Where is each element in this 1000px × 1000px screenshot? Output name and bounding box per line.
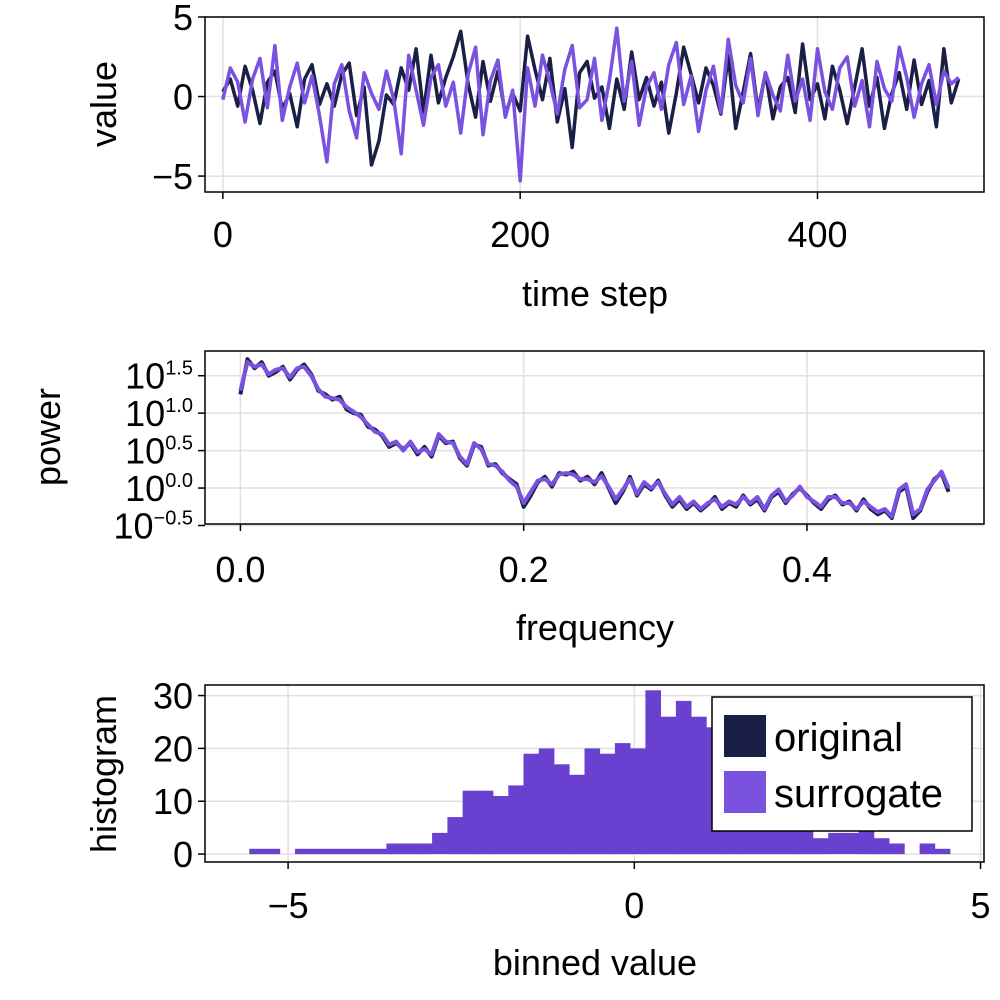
histogram-bar [919,843,936,855]
spectrum-xtick-label: 0.2 [499,549,549,590]
histogram-bar [660,716,677,855]
timeseries-ytick-label: 5 [173,0,193,38]
histogram-frame [204,684,985,863]
timeseries-line-surrogate [221,26,960,183]
histogram-bar [371,848,387,855]
spectrum-xtick-label: 0.0 [215,549,265,590]
histogram-bar [858,827,875,855]
spectrum-ytick-label: 100.5 [125,431,193,472]
timeseries-ytick-label: 0 [173,77,193,118]
histogram-bar [477,790,494,855]
spectrum-frame [204,350,985,525]
histogram-bar [873,838,890,855]
histogram-panel: −5 0 5 30 20 10 0 binned value histogram origi… [83,676,991,983]
spectrum-xtick-label: 0.4 [782,549,832,590]
timeseries-frame [204,16,985,193]
legend-swatch-original [724,715,766,757]
histogram-bar [340,848,357,855]
histogram-bar [325,848,342,855]
histogram-bar [310,848,326,855]
spectrum-ytick-label: 101.5 [125,356,193,397]
timeseries-ytick-label: −5 [152,156,193,197]
histogram-bar [447,817,463,855]
histogram-xtick-label: 5 [971,885,991,926]
timeseries-xlabel: time step [522,273,668,314]
histogram-bar [538,748,555,855]
legend-swatch-surrogate [724,771,766,813]
histogram-bar [630,748,646,855]
histogram-xtick-label: −5 [268,885,309,926]
histogram-bar [584,748,601,855]
histogram-ytick-label: 30 [153,676,193,717]
spectrum-xlabel: frequency [516,607,674,648]
spectrum-ytick-label: 100.0 [125,468,193,509]
histogram-bar [889,843,905,855]
histogram-bar [508,785,524,855]
histogram-xtick-label: 0 [624,885,644,926]
histogram-xlabel: binned value [493,942,697,983]
histogram-bar [843,832,859,854]
histogram-bar [554,764,570,855]
timeseries-xtick-label: 200 [490,214,550,255]
histogram-bar [356,848,372,855]
histogram-bar [386,843,402,855]
timeseries-panel: 0 200 400 5 0 −5 time step value [83,0,985,314]
histogram-bar [401,843,418,855]
spectrum-line-surrogate [238,360,951,519]
spectrum-ylabel: power [27,388,68,486]
histogram-bar [523,753,540,855]
histogram-bar [675,700,692,855]
histogram-ytick-label: 20 [153,728,193,769]
spectrum-line-original [238,357,951,520]
legend: original surrogate [711,696,973,832]
histogram-bar [462,790,479,855]
histogram-bar [645,690,661,855]
histogram-bar [691,716,707,855]
histogram-bar [264,848,281,855]
histogram-bar [249,848,265,855]
histogram-bar [813,838,829,855]
histogram-bar [416,843,433,855]
histogram-bar [614,743,631,855]
histogram-bar [828,832,844,854]
spectrum-ytick-label: 10−0.5 [113,505,193,546]
histogram-ytick-label: 10 [153,781,193,822]
timeseries-xtick-label: 0 [213,214,233,255]
legend-label-original: original [774,716,903,760]
histogram-bar [493,796,509,855]
timeseries-xtick-label: 400 [787,214,847,255]
spectrum-ytick-label: 101.0 [125,393,193,434]
histogram-bar [432,832,448,854]
histogram-ytick-label: 0 [173,834,193,875]
histogram-bar [295,848,311,855]
histogram-bar [599,753,616,855]
histogram-bar [569,774,585,855]
timeseries-ylabel: value [83,61,124,147]
legend-label-surrogate: surrogate [774,772,943,816]
histogram-bar [934,848,951,855]
histogram-ylabel: histogram [83,695,124,853]
